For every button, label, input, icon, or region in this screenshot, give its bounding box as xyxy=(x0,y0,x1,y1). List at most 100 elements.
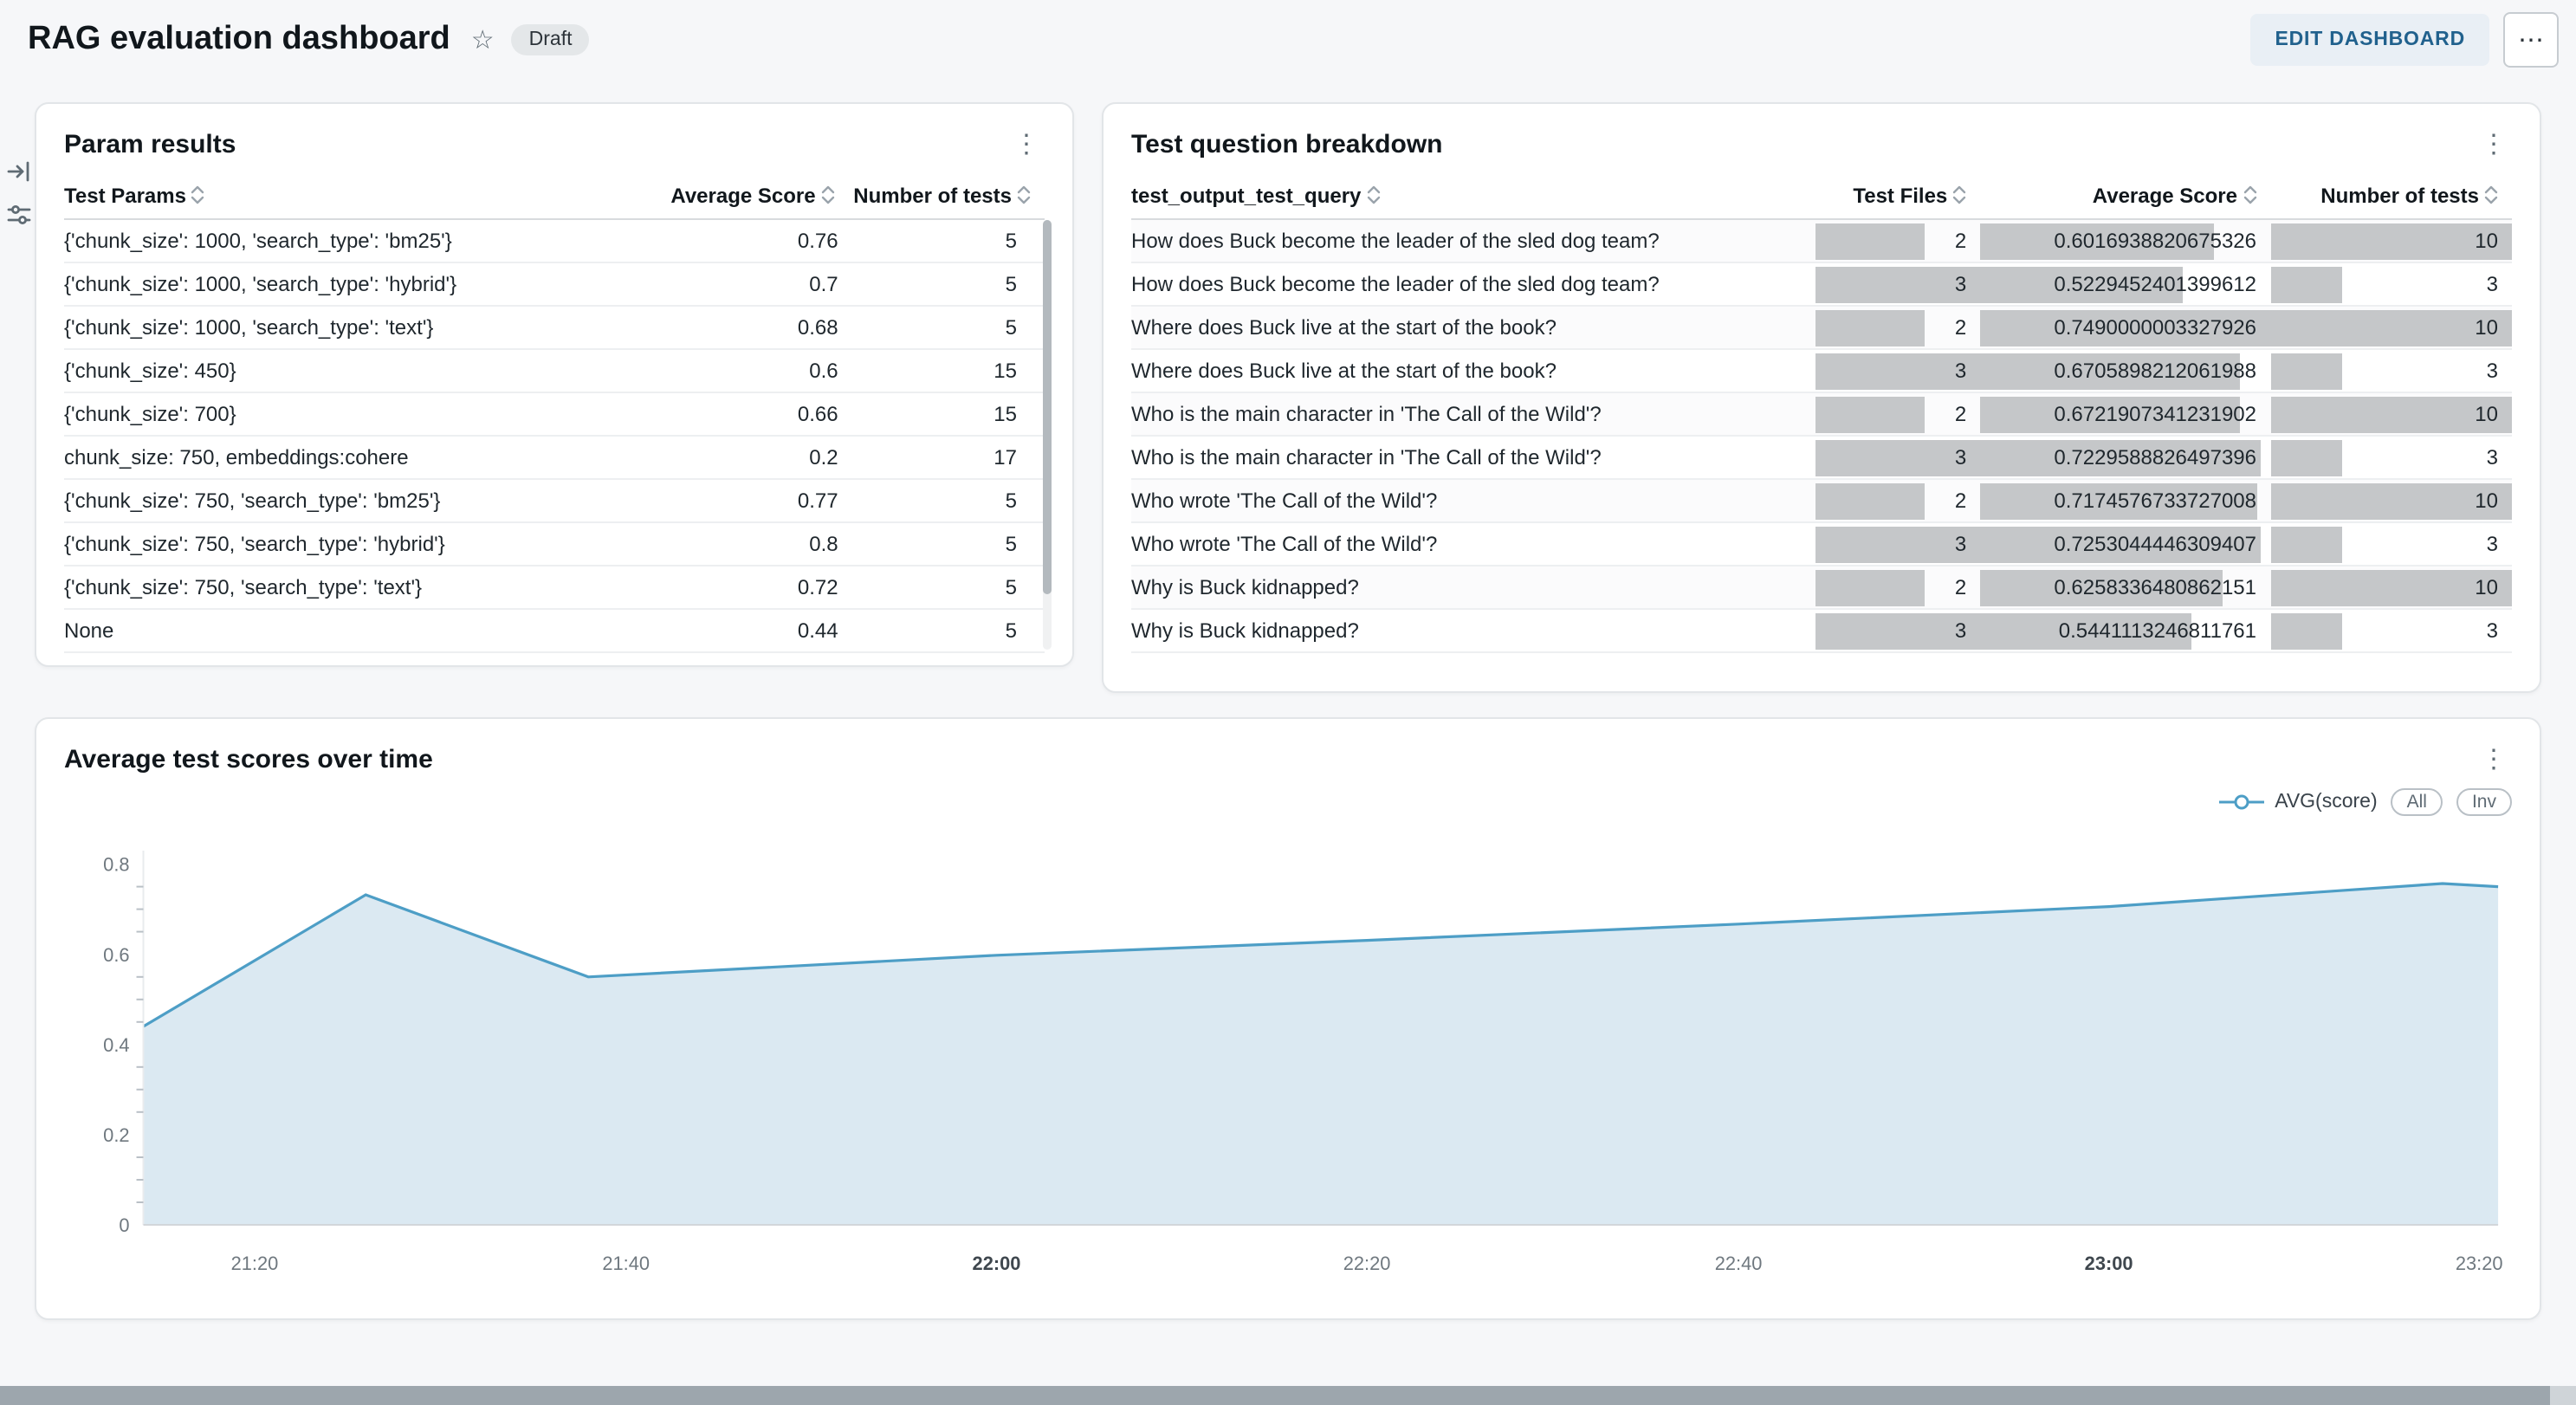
table-row: {'chunk_size': 1000, 'search_type': 'hyb… xyxy=(64,262,1045,307)
avg-score-cell: 0.7253044446309407 xyxy=(1980,522,2270,567)
dashboard-canvas: Param results ⋮ Test Params Average Score… xyxy=(0,80,2576,1320)
cell-value: 3 xyxy=(1954,272,1967,296)
legend-item-avg-score[interactable]: AVG(score) xyxy=(2219,792,2378,813)
data-bar xyxy=(1815,526,1981,562)
chart-area: 0 0.2 0.4 0.6 0.8 21:20 21:40 22:00 22:20 22:40 23… xyxy=(64,833,2512,1298)
cell-value: 0.5441113246811761 xyxy=(2058,618,2256,643)
cell-value: 3 xyxy=(2486,359,2498,383)
horizontal-scrollbar[interactable] xyxy=(0,1386,2576,1405)
favorite-star-icon[interactable]: ☆ xyxy=(470,25,495,55)
param-results-table: Test Params Average Score Number of tests … xyxy=(64,173,1052,653)
avg-score-cell: 0.5441113246811761 xyxy=(1980,609,2270,653)
open-filter-panel-icon[interactable] xyxy=(7,159,31,184)
column-header[interactable]: Average Score xyxy=(623,173,849,220)
data-bar xyxy=(1815,612,1981,649)
num-tests-cell: 5 xyxy=(848,609,1045,653)
column-header-label: test_output_test_query xyxy=(1131,184,1362,208)
table-row: {'chunk_size': 750, 'search_type': 'hybr… xyxy=(64,522,1045,567)
card-menu-button[interactable]: ⋮ xyxy=(1013,129,1039,159)
card-menu-button[interactable]: ⋮ xyxy=(2481,744,2507,774)
num-tests-cell: 3 xyxy=(2270,436,2512,480)
cell-value: 2 xyxy=(1954,489,1967,513)
table-row: chunk_size: 750, embeddings:cohere 0.2 17 xyxy=(64,436,1045,480)
query-cell: Who is the main character in 'The Call o… xyxy=(1131,436,1815,480)
y-axis-label: 0.6 xyxy=(103,944,129,966)
sort-icon xyxy=(1017,185,1031,204)
column-header[interactable]: Average Score xyxy=(1980,173,2270,220)
table-row: Who wrote 'The Call of the Wild'? 2 0.7174… xyxy=(1131,479,2512,523)
column-header[interactable]: Number of tests xyxy=(848,173,1045,220)
data-bar xyxy=(1815,223,1926,259)
num-tests-cell: 5 xyxy=(848,522,1045,567)
cell-value: 2 xyxy=(1954,229,1967,253)
column-header-label: Test Params xyxy=(64,184,186,208)
test-files-cell: 3 xyxy=(1815,262,1981,307)
test-files-cell: 2 xyxy=(1815,479,1981,523)
y-axis-label: 0.8 xyxy=(103,854,129,876)
num-tests-cell: 10 xyxy=(2270,566,2512,610)
num-tests-cell: 3 xyxy=(2270,349,2512,393)
table-row: Where does Buck live at the start of the… xyxy=(1131,306,2512,350)
filter-icon[interactable] xyxy=(7,203,31,227)
x-axis-label: 22:00 xyxy=(973,1253,1021,1274)
data-bar xyxy=(1980,612,2191,649)
num-tests-cell: 10 xyxy=(2270,219,2512,263)
avg-score-cell: 0.76 xyxy=(623,219,849,263)
data-bar xyxy=(2270,396,2512,432)
param-cell: chunk_size: 750, embeddings:cohere xyxy=(64,436,624,480)
edit-dashboard-button[interactable]: EDIT DASHBOARD xyxy=(2250,14,2489,66)
column-header[interactable]: test_output_test_query xyxy=(1131,173,1815,220)
table-row: How does Buck become the leader of the s… xyxy=(1131,262,2512,307)
test-files-cell: 3 xyxy=(1815,349,1981,393)
legend-all-button[interactable]: All xyxy=(2391,788,2443,816)
avg-score-cell: 0.7174576733727008 xyxy=(1980,479,2270,523)
query-cell: Why is Buck kidnapped? xyxy=(1131,609,1815,653)
param-cell: {'chunk_size': 750, 'search_type': 'bm25… xyxy=(64,479,624,523)
avg-score-cell: 0.72 xyxy=(623,566,849,610)
num-tests-cell: 15 xyxy=(848,349,1045,393)
cell-value: 0.7253044446309407 xyxy=(2054,532,2256,556)
avg-score-cell: 0.7490000003327926 xyxy=(1980,306,2270,350)
area-fill xyxy=(143,884,2499,1225)
test-files-cell: 2 xyxy=(1815,306,1981,350)
param-cell: {'chunk_size': 450} xyxy=(64,349,624,393)
num-tests-cell: 3 xyxy=(2270,609,2512,653)
y-axis-label: 0.2 xyxy=(103,1124,129,1146)
column-header-label: Number of tests xyxy=(853,184,1012,208)
test-files-cell: 3 xyxy=(1815,609,1981,653)
cell-value: 0.5229452401399612 xyxy=(2054,272,2256,296)
cell-value: 0.6705898212061988 xyxy=(2054,359,2256,383)
sort-icon xyxy=(821,185,834,204)
avg-score-cell: 0.6016938820675326 xyxy=(1980,219,2270,263)
num-tests-cell: 5 xyxy=(848,306,1045,350)
scores-line-chart[interactable]: 0 0.2 0.4 0.6 0.8 21:20 21:40 22:00 22:20 22:40 23… xyxy=(64,833,2512,1291)
data-bar xyxy=(1980,353,2240,389)
scrollbar-thumb[interactable] xyxy=(1043,220,1052,594)
column-header[interactable]: Number of tests xyxy=(2270,173,2512,220)
cell-value: 0.7229588826497396 xyxy=(2054,445,2256,469)
avg-score-cell: 0.7229588826497396 xyxy=(1980,436,2270,480)
table-row: {'chunk_size': 750, 'search_type': 'bm25… xyxy=(64,479,1045,523)
data-bar xyxy=(1980,223,2214,259)
vertical-scrollbar[interactable] xyxy=(1043,220,1052,650)
more-options-button[interactable]: ⋯ xyxy=(2503,12,2559,68)
card-title: Param results xyxy=(64,129,236,159)
num-tests-cell: 5 xyxy=(848,566,1045,610)
test-files-cell: 3 xyxy=(1815,522,1981,567)
scrollbar-thumb[interactable] xyxy=(0,1386,2551,1405)
query-cell: How does Buck become the leader of the s… xyxy=(1131,219,1815,263)
legend-label: AVG(score) xyxy=(2275,792,2378,813)
data-bar xyxy=(1815,439,1981,476)
legend-inv-button[interactable]: Inv xyxy=(2456,788,2512,816)
param-cell: {'chunk_size': 700} xyxy=(64,392,624,437)
param-cell: {'chunk_size': 1000, 'search_type': 'tex… xyxy=(64,306,624,350)
num-tests-cell: 15 xyxy=(848,392,1045,437)
data-bar xyxy=(2270,439,2343,476)
column-header[interactable]: Test Files xyxy=(1815,173,1981,220)
card-menu-button[interactable]: ⋮ xyxy=(2481,129,2507,159)
column-header[interactable]: Test Params xyxy=(64,173,624,220)
test-files-cell: 2 xyxy=(1815,566,1981,610)
data-bar xyxy=(1815,569,1926,605)
query-cell: How does Buck become the leader of the s… xyxy=(1131,262,1815,307)
